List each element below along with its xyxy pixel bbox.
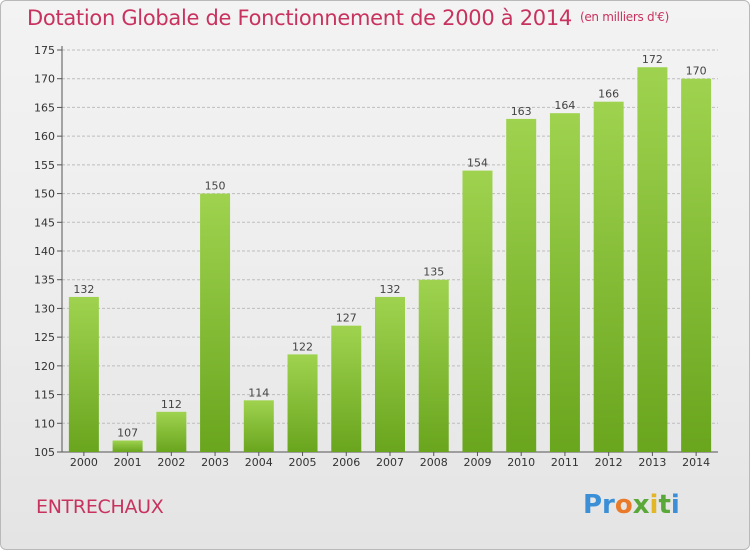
data-label: 132: [73, 283, 94, 296]
y-tick-label: 170: [34, 73, 55, 86]
bar: [681, 78, 712, 452]
x-tick-label: 2003: [201, 456, 229, 469]
data-label: 135: [423, 266, 444, 279]
bar: [506, 118, 537, 453]
data-label: 127: [336, 312, 357, 325]
bar: [637, 67, 668, 452]
x-tick-label: 2002: [157, 456, 185, 469]
y-tick-label: 120: [34, 360, 55, 373]
data-label: 132: [380, 283, 401, 296]
bar: [375, 296, 405, 452]
bar: [243, 400, 274, 452]
data-label: 164: [554, 99, 575, 112]
bar: [200, 193, 231, 453]
chart-title: Dotation Globale de Fonctionnement de 20…: [27, 6, 669, 30]
data-label: 112: [161, 398, 182, 411]
data-label: 154: [467, 157, 488, 170]
data-label: 170: [686, 65, 707, 78]
data-label: 122: [292, 340, 313, 353]
y-tick-label: 160: [34, 130, 55, 143]
x-tick-label: 2014: [682, 456, 710, 469]
data-label: 150: [205, 180, 226, 193]
x-tick-label: 2008: [420, 456, 448, 469]
data-label: 172: [642, 53, 663, 66]
y-tick-label: 140: [34, 245, 55, 258]
y-tick-label: 125: [34, 331, 55, 344]
x-tick-label: 2001: [114, 456, 142, 469]
axis-layer: 105 110 115 120 125 130 135 140 145 150 155 160 165 1…: [34, 44, 718, 469]
x-tick-label: 2004: [245, 456, 273, 469]
y-tick-label: 135: [34, 274, 55, 287]
y-tick-label: 130: [34, 302, 55, 315]
x-tick-label: 2010: [507, 456, 535, 469]
y-tick-label: 150: [34, 188, 55, 201]
y-tick-label: 175: [34, 44, 55, 57]
y-tick-label: 115: [34, 389, 55, 402]
chart-subtitle: (en milliers d'€): [579, 10, 669, 24]
bar: [549, 113, 580, 453]
bar-layer: [68, 67, 712, 453]
bar: [287, 354, 318, 452]
bar: [68, 296, 99, 452]
data-label: 166: [598, 88, 619, 101]
bar: [418, 279, 449, 452]
chart-title-text: Dotation Globale de Fonctionnement de 20…: [27, 6, 572, 30]
x-tick-label: 2013: [638, 456, 666, 469]
data-label: 114: [248, 386, 269, 399]
data-label: 107: [117, 427, 138, 440]
y-tick-label: 165: [34, 101, 55, 114]
y-tick-label: 155: [34, 159, 55, 172]
y-tick-label: 145: [34, 216, 55, 229]
bar: [331, 325, 362, 452]
x-tick-label: 2005: [289, 456, 317, 469]
x-tick-label: 2000: [70, 456, 98, 469]
label-layer: 132 107 112 150 114 122 127 132 135 154 163 164 166 1…: [73, 53, 706, 439]
x-tick-label: 2009: [463, 456, 491, 469]
bar: [462, 170, 493, 452]
bar: [112, 440, 143, 452]
x-tick-label: 2011: [551, 456, 579, 469]
x-tick-label: 2007: [376, 456, 404, 469]
city-name: ENTRECHAUX: [36, 496, 164, 518]
y-tick-label: 110: [34, 417, 55, 430]
proxiti-logo: Proxiti: [583, 490, 680, 520]
bar: [156, 411, 187, 452]
x-tick-label: 2012: [595, 456, 623, 469]
data-label: 163: [511, 105, 532, 118]
bar: [593, 101, 624, 452]
y-tick-label: 105: [34, 446, 55, 459]
x-tick-label: 2006: [332, 456, 360, 469]
